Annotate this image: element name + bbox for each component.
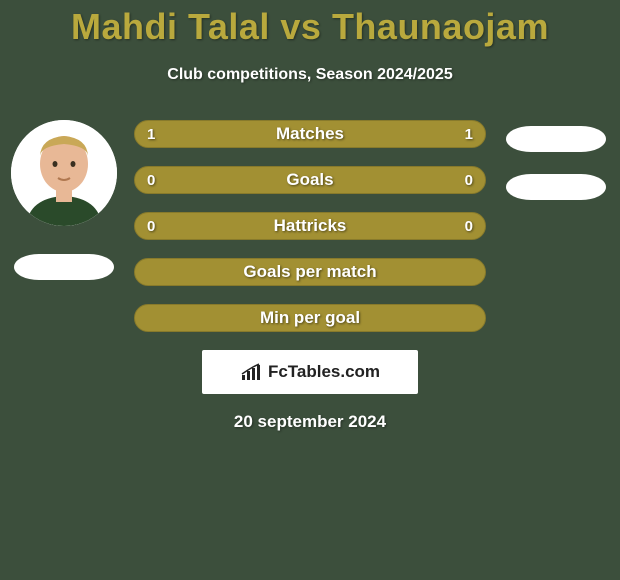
main-row: 1 Matches 1 0 Goals 0 0 Hattricks 0 Goal… (0, 120, 620, 332)
stat-value-right: 0 (465, 172, 473, 189)
stat-label: Goals per match (243, 262, 376, 282)
player-left-avatar (11, 120, 117, 226)
stat-label: Hattricks (274, 216, 347, 236)
stat-row-min-per-goal: Min per goal (134, 304, 486, 332)
page-title: Mahdi Talal vs Thaunaojam (71, 6, 549, 48)
subtitle: Club competitions, Season 2024/2025 (167, 66, 452, 84)
brand-text: FcTables.com (268, 362, 380, 382)
stat-value-right: 0 (465, 218, 473, 235)
stat-value-left: 0 (147, 172, 155, 189)
stat-label: Matches (276, 124, 344, 144)
stat-row-goals: 0 Goals 0 (134, 166, 486, 194)
stat-row-matches: 1 Matches 1 (134, 120, 486, 148)
stat-value-right: 1 (465, 126, 473, 143)
player-left-flag (14, 254, 114, 280)
stat-row-hattricks: 0 Hattricks 0 (134, 212, 486, 240)
chart-icon (240, 363, 262, 381)
stats-column: 1 Matches 1 0 Goals 0 0 Hattricks 0 Goal… (134, 120, 486, 332)
player-right-flag-1 (506, 126, 606, 152)
stat-label: Goals (286, 170, 333, 190)
stat-value-left: 0 (147, 218, 155, 235)
player-right-column (500, 120, 612, 332)
player-left-column (8, 120, 120, 332)
player-right-flag-2 (506, 174, 606, 200)
date-label: 20 september 2024 (234, 412, 386, 432)
stat-value-left: 1 (147, 126, 155, 143)
stat-row-goals-per-match: Goals per match (134, 258, 486, 286)
comparison-card: Mahdi Talal vs Thaunaojam Club competiti… (0, 0, 620, 432)
stat-label: Min per goal (260, 308, 360, 328)
brand-badge: FcTables.com (202, 350, 418, 394)
